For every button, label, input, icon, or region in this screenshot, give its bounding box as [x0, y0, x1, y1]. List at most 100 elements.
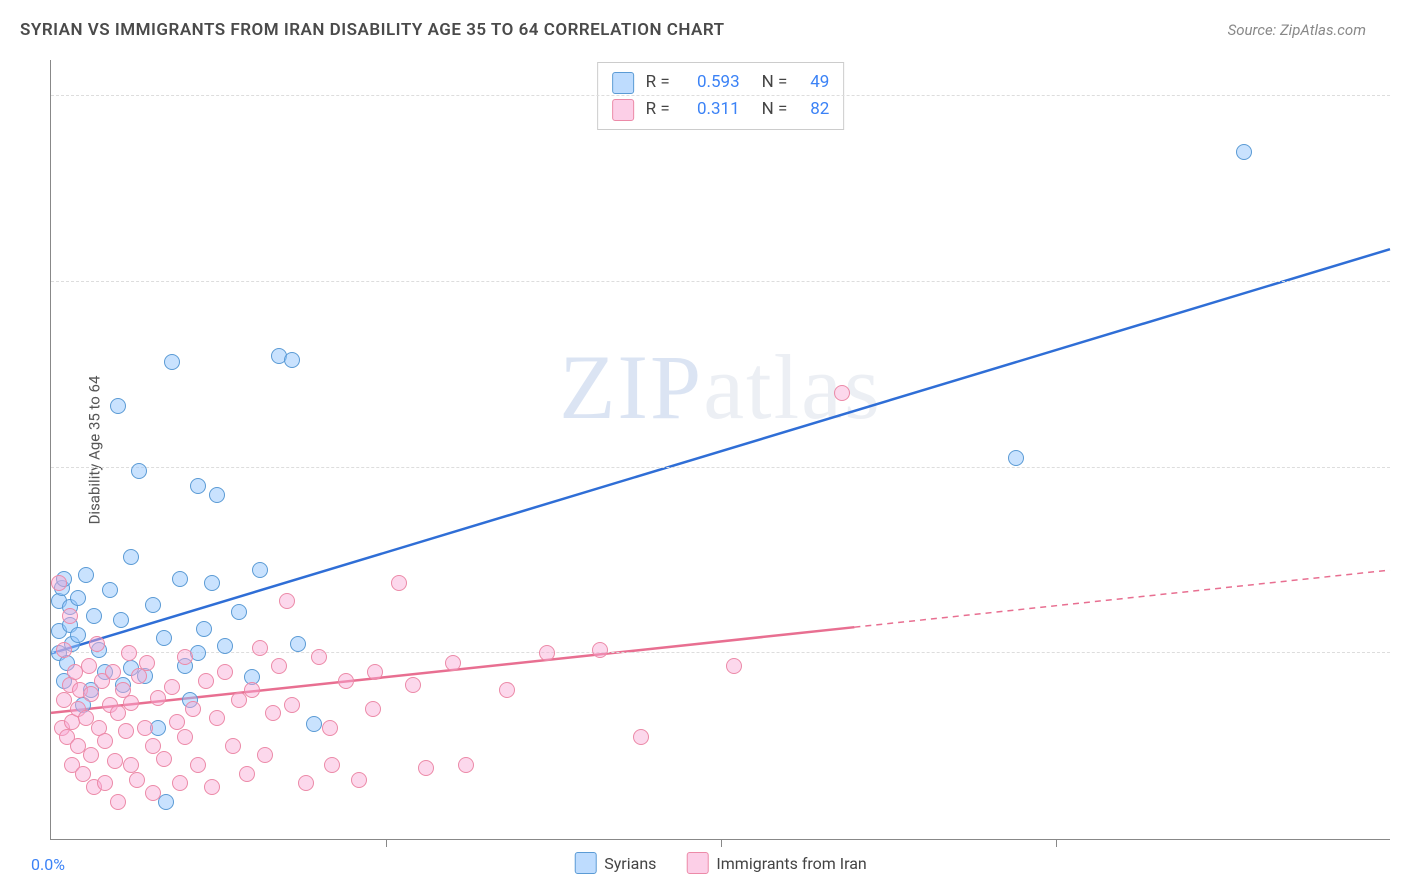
data-point — [51, 575, 67, 591]
data-point — [123, 757, 139, 773]
stat-n-value: 49 — [799, 69, 829, 96]
data-point — [418, 760, 434, 776]
data-point — [834, 385, 850, 401]
data-point — [726, 658, 742, 674]
chart-title: SYRIAN VS IMMIGRANTS FROM IRAN DISABILIT… — [20, 20, 725, 40]
data-point — [86, 608, 102, 624]
data-point — [110, 794, 126, 810]
correlation-legend: R = 0.593 N = 49R = 0.311 N = 82 — [597, 62, 845, 130]
data-point — [169, 714, 185, 730]
data-point — [81, 658, 97, 674]
data-point — [279, 593, 295, 609]
stat-r-label: R = — [646, 96, 670, 123]
data-point — [139, 655, 155, 671]
trend-line — [51, 249, 1390, 653]
data-point — [298, 775, 314, 791]
data-point — [110, 398, 126, 414]
data-point — [105, 664, 121, 680]
data-point — [284, 697, 300, 713]
scatter-plot: ZIPatlas R =0.593N =49R =0.311N =82 0.0%… — [50, 60, 1390, 840]
data-point — [129, 772, 145, 788]
data-point — [185, 701, 201, 717]
watermark-atlas: atlas — [703, 336, 882, 438]
data-point — [113, 612, 129, 628]
data-point — [284, 352, 300, 368]
data-point — [252, 640, 268, 656]
legend-label: Syrians — [604, 854, 656, 873]
legend-swatch — [612, 72, 634, 94]
data-point — [158, 794, 174, 810]
data-point — [209, 710, 225, 726]
data-point — [458, 757, 474, 773]
data-point — [123, 695, 139, 711]
data-point — [1236, 144, 1252, 160]
watermark: ZIPatlas — [559, 334, 882, 440]
data-point — [156, 630, 172, 646]
data-point — [137, 720, 153, 736]
data-point — [499, 682, 515, 698]
data-point — [271, 658, 287, 674]
legend-item: Immigrants from Iran — [686, 852, 866, 874]
data-point — [445, 655, 461, 671]
watermark-zip: ZIP — [559, 336, 703, 438]
data-point — [405, 677, 421, 693]
stat-n-label: N = — [762, 69, 788, 96]
data-point — [172, 571, 188, 587]
data-point — [217, 664, 233, 680]
data-point — [198, 673, 214, 689]
grid-line — [51, 652, 1390, 653]
data-point — [306, 716, 322, 732]
chart-area: Disability Age 35 to 64 ZIPatlas R =0.59… — [50, 60, 1390, 840]
data-point — [290, 636, 306, 652]
data-point — [164, 679, 180, 695]
data-point — [365, 701, 381, 717]
grid-line — [51, 95, 1390, 96]
x-axis-origin-label: 0.0% — [31, 855, 65, 874]
data-point — [97, 775, 113, 791]
trend-lines-layer — [51, 60, 1390, 839]
source-attribution: Source: ZipAtlas.com — [1228, 21, 1366, 39]
data-point — [190, 645, 206, 661]
data-point — [252, 562, 268, 578]
stat-n-value: 82 — [799, 96, 829, 123]
data-point — [539, 645, 555, 661]
data-point — [322, 720, 338, 736]
data-point — [217, 638, 233, 654]
stat-r-value: 0.311 — [682, 96, 740, 123]
data-point — [177, 729, 193, 745]
data-point — [70, 627, 86, 643]
data-point — [204, 779, 220, 795]
data-point — [121, 645, 137, 661]
data-point — [225, 738, 241, 754]
data-point — [1008, 450, 1024, 466]
data-point — [190, 478, 206, 494]
data-point — [338, 673, 354, 689]
data-point — [204, 575, 220, 591]
data-point — [367, 664, 383, 680]
stat-r-label: R = — [646, 69, 670, 96]
data-point — [70, 590, 86, 606]
chart-header: SYRIAN VS IMMIGRANTS FROM IRAN DISABILIT… — [0, 0, 1406, 50]
data-point — [231, 604, 247, 620]
data-point — [102, 582, 118, 598]
data-point — [164, 354, 180, 370]
legend-item: Syrians — [574, 852, 656, 874]
data-point — [118, 723, 134, 739]
data-point — [83, 686, 99, 702]
grid-line — [51, 281, 1390, 282]
data-point — [78, 567, 94, 583]
data-point — [209, 487, 225, 503]
data-point — [83, 747, 99, 763]
stat-r-value: 0.593 — [682, 69, 740, 96]
legend-stat-row: R = 0.593 N = 49 — [612, 69, 830, 96]
data-point — [89, 636, 105, 652]
data-point — [145, 597, 161, 613]
data-point — [190, 757, 206, 773]
legend-swatch — [612, 99, 634, 121]
data-point — [172, 775, 188, 791]
data-point — [131, 463, 147, 479]
data-point — [56, 642, 72, 658]
data-point — [391, 575, 407, 591]
data-point — [123, 549, 139, 565]
data-point — [592, 642, 608, 658]
